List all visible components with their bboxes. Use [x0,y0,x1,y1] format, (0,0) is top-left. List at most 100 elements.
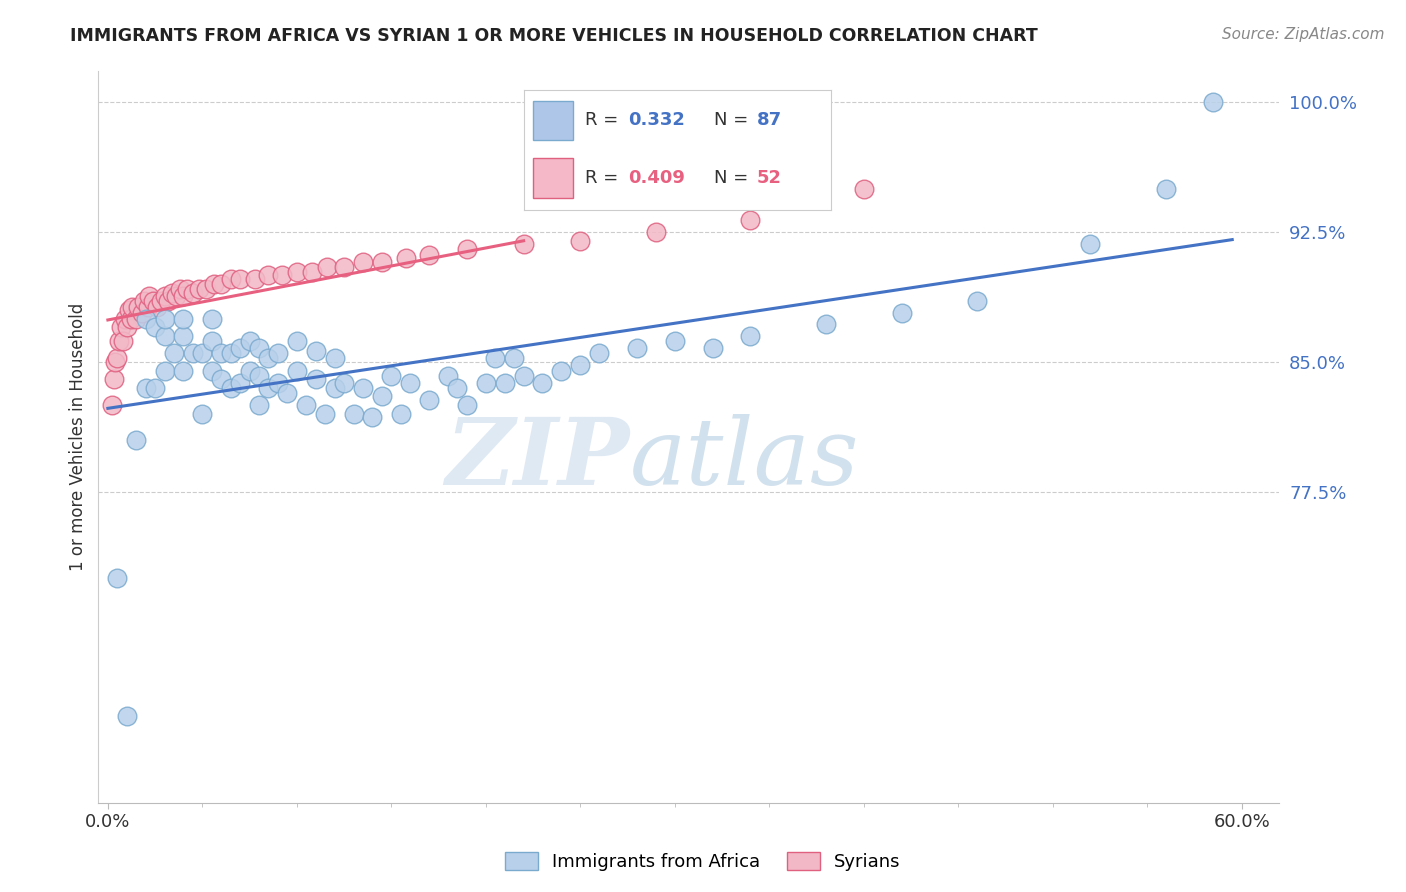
Point [219,381,242,395]
Point [115,709,138,723]
Point [456,243,478,257]
Point [201,334,224,348]
Legend: Immigrants from Africa, Syrians: Immigrants from Africa, Syrians [498,845,908,879]
Point [257,381,280,395]
Point [285,265,308,279]
Point [285,334,308,348]
Point [131,306,153,320]
Point [201,311,224,326]
Y-axis label: 1 or more Vehicles in Household: 1 or more Vehicles in Household [69,303,87,571]
Point [176,282,198,296]
Point [814,317,837,331]
Point [125,311,148,326]
Point [163,346,186,360]
Point [165,289,187,303]
Point [740,213,762,227]
Point [484,351,506,366]
Point [437,368,460,383]
Point [153,311,176,326]
Point [146,300,169,314]
Point [143,320,166,334]
Point [209,346,232,360]
Point [202,277,225,291]
Point [966,294,988,309]
Point [105,351,128,366]
Point [664,334,686,348]
Point [229,272,252,286]
Point [132,294,155,309]
Point [569,359,592,373]
Text: atlas: atlas [630,414,859,504]
Point [219,346,242,360]
Point [702,341,724,355]
Point [121,300,143,314]
Point [1202,95,1225,110]
Point [181,285,204,300]
Point [105,571,128,585]
Point [257,351,280,366]
Point [195,282,218,296]
Point [395,251,418,265]
Point [1154,182,1177,196]
Point [118,303,141,318]
Point [371,389,394,403]
Point [371,254,394,268]
Point [418,392,440,407]
Point [191,346,214,360]
Point [110,320,132,334]
Point [209,372,232,386]
Point [125,433,148,447]
Point [285,363,308,377]
Point [191,407,214,421]
Point [380,368,402,383]
Point [626,341,648,355]
Point [247,368,270,383]
Point [143,381,166,395]
Point [245,272,267,286]
Point [512,368,534,383]
Point [456,398,478,412]
Point [172,311,194,326]
Point [276,386,298,401]
Point [352,381,374,395]
Point [201,363,224,377]
Point [352,254,374,268]
Point [111,334,134,348]
Point [852,182,875,196]
Point [399,376,422,390]
Point [475,376,498,390]
Point [890,306,912,320]
Point [135,381,157,395]
Point [100,398,122,412]
Point [181,346,204,360]
Point [569,234,592,248]
Point [1080,237,1102,252]
Point [172,363,194,377]
Point [305,372,328,386]
Point [209,277,232,291]
Text: IMMIGRANTS FROM AFRICA VS SYRIAN 1 OR MORE VEHICLES IN HOUSEHOLD CORRELATION CHA: IMMIGRANTS FROM AFRICA VS SYRIAN 1 OR MO… [70,27,1038,45]
Point [153,363,176,377]
Point [239,363,262,377]
Point [270,268,292,283]
Point [229,376,252,390]
Point [127,300,149,314]
Point [267,346,290,360]
Point [160,285,183,300]
Point [103,372,125,386]
Point [153,289,176,303]
Point [342,407,364,421]
Point [588,346,610,360]
Point [361,410,384,425]
Point [301,265,323,279]
Point [494,376,516,390]
Point [169,282,191,296]
Point [153,329,176,343]
Point [172,289,194,303]
Point [142,294,165,309]
Point [295,398,318,412]
Point [187,282,209,296]
Point [149,294,172,309]
Point [115,320,138,334]
Point [323,381,346,395]
